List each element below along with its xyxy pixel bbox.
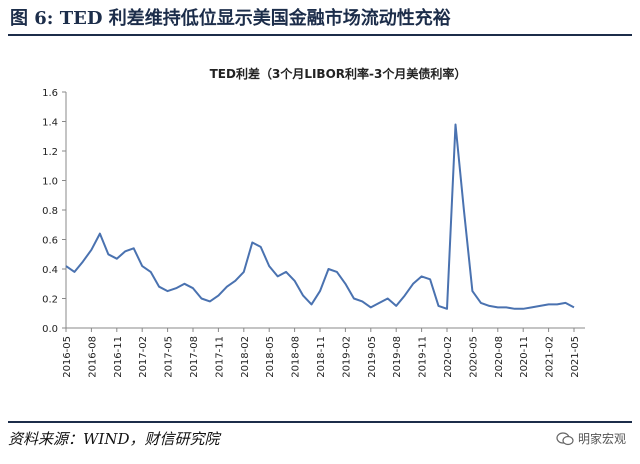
x-tick-label: 2019-02 bbox=[341, 336, 352, 378]
x-tick-label: 2018-02 bbox=[240, 336, 251, 378]
x-tick-label: 2020-02 bbox=[443, 336, 454, 378]
x-tick-label: 2021-02 bbox=[545, 336, 556, 378]
y-tick-label: 0.8 bbox=[42, 206, 58, 217]
ted-spread-line bbox=[65, 123, 575, 310]
chart-title: TED利差（3个月LIBOR利率-3个月美债利率） bbox=[210, 66, 467, 81]
y-tick-label: 0.2 bbox=[42, 295, 58, 306]
watermark-text: 明家宏观 bbox=[577, 432, 626, 446]
y-tick-label: 1.2 bbox=[42, 147, 58, 158]
ted-spread-chart: TED利差（3个月LIBOR利率-3个月美债利率） 0.0 0.2 0.4 0.6 0.… bbox=[42, 66, 585, 378]
x-tick-label: 2018-05 bbox=[265, 336, 276, 378]
x-tick-label: 2017-08 bbox=[189, 336, 200, 378]
x-tick-label: 2020-05 bbox=[468, 336, 479, 378]
y-tick-label: 0.0 bbox=[42, 324, 58, 335]
y-tick-label: 1.4 bbox=[42, 118, 58, 129]
x-tick-label: 2019-11 bbox=[418, 336, 429, 378]
x-tick-label: 2020-08 bbox=[494, 336, 505, 378]
x-tick-label: 2020-11 bbox=[519, 336, 530, 378]
bottom-rule bbox=[8, 421, 632, 423]
x-tick-label: 2016-11 bbox=[113, 336, 124, 378]
x-tick-label: 2018-08 bbox=[291, 336, 302, 378]
top-rule bbox=[8, 34, 632, 36]
y-tick-label: 1.0 bbox=[42, 177, 58, 188]
x-tick-label: 2019-05 bbox=[367, 336, 378, 378]
wechat-icon bbox=[556, 431, 574, 445]
y-tick-label: 0.6 bbox=[42, 236, 58, 247]
y-tick-label: 0.4 bbox=[42, 265, 58, 276]
x-tick-label: 2016-08 bbox=[87, 336, 98, 378]
x-tick-label: 2017-02 bbox=[138, 336, 149, 378]
y-tick-label: 1.6 bbox=[42, 88, 58, 99]
watermark: 明家宏观 bbox=[556, 430, 626, 447]
source-note: 资料来源：WIND，财信研究院 bbox=[8, 430, 220, 448]
x-tick-label: 2021-05 bbox=[570, 336, 581, 378]
x-tick-label: 2016-05 bbox=[62, 336, 73, 378]
x-tick-label: 2018-11 bbox=[316, 336, 327, 378]
figure-title: 图 6: TED 利差维持低位显示美国金融市场流动性充裕 bbox=[10, 8, 451, 29]
x-tick-label: 2017-05 bbox=[164, 336, 175, 378]
x-tick-label: 2019-08 bbox=[392, 336, 403, 378]
x-tick-label: 2017-11 bbox=[214, 336, 225, 378]
